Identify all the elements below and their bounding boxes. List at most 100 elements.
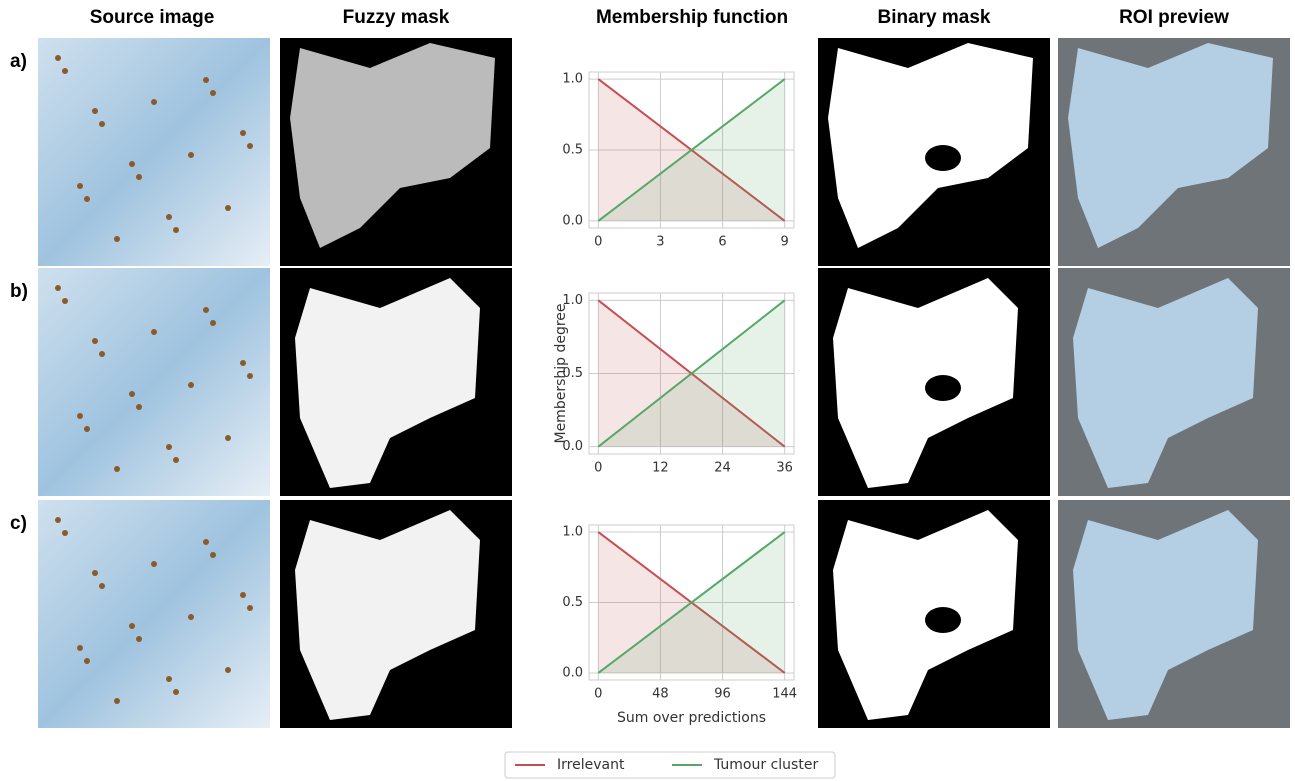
nucleus <box>114 466 120 472</box>
x-tick-label: 48 <box>652 687 669 702</box>
nucleus <box>62 530 68 536</box>
line <box>597 531 786 674</box>
chart: 0.0 0.5 1.0 0 12 24 36 Membership degree <box>553 292 795 476</box>
nucleus <box>84 196 90 202</box>
nucleus <box>173 227 179 233</box>
nucleus <box>225 667 231 673</box>
nucleus <box>247 373 253 379</box>
x-tick-label: 6 <box>718 235 726 250</box>
source-image <box>38 268 270 496</box>
column-title: ROI preview <box>1119 7 1229 28</box>
nucleus <box>203 307 209 313</box>
line <box>597 78 786 222</box>
row-label: a) <box>10 51 27 72</box>
x-tick-label: 0 <box>594 687 602 702</box>
nucleus <box>225 205 231 211</box>
y-tick-label: 0.0 <box>562 665 583 680</box>
x-tick-label: 9 <box>781 235 789 250</box>
source-image <box>38 38 270 266</box>
x-axis-label: Sum over predictions <box>617 710 766 726</box>
nucleus <box>55 285 61 291</box>
nucleus <box>62 68 68 74</box>
nucleus <box>151 561 157 567</box>
nucleus <box>114 236 120 242</box>
nucleus <box>84 426 90 432</box>
x-tick-label: 12 <box>652 461 669 476</box>
mask-hole <box>925 145 961 171</box>
nucleus <box>129 623 135 629</box>
x-tick-label: 3 <box>656 235 664 250</box>
nucleus <box>129 391 135 397</box>
chart: 0.0 0.5 1.0 0 48 96 144 Sum over predictions <box>562 524 797 726</box>
y-tick-label: 0.5 <box>562 143 583 158</box>
y-tick-label: 1.0 <box>562 525 583 540</box>
nucleus <box>247 605 253 611</box>
nucleus <box>99 121 105 127</box>
y-tick-label: 0.0 <box>562 213 583 228</box>
x-tick-label: 144 <box>772 687 797 702</box>
y-tick-label: 1.0 <box>562 293 583 308</box>
nucleus <box>240 130 246 136</box>
nucleus <box>173 689 179 695</box>
x-tick-label: 36 <box>776 461 793 476</box>
nucleus <box>55 517 61 523</box>
x-tick-label: 24 <box>714 461 731 476</box>
nucleus <box>92 338 98 344</box>
x-tick-label: 96 <box>714 687 731 702</box>
line <box>597 299 786 448</box>
column-title: Binary mask <box>877 7 990 28</box>
plot-frame <box>588 71 795 229</box>
nucleus <box>203 77 209 83</box>
nucleus <box>166 676 172 682</box>
charts: 0.00.51.00 3 6 90.00.51.00 12 24 36Membership … <box>553 71 797 726</box>
y-tick-label: 1.0 <box>562 72 583 87</box>
mask-hole <box>925 375 961 401</box>
y-tick-label: 0.5 <box>562 366 583 381</box>
nucleus <box>136 636 142 642</box>
column-title: Membership function <box>596 7 788 28</box>
source-image <box>38 500 270 728</box>
nucleus <box>129 161 135 167</box>
plot-frame <box>588 292 795 455</box>
nucleus <box>173 457 179 463</box>
nucleus <box>114 698 120 704</box>
nucleus <box>188 382 194 388</box>
nucleus <box>210 90 216 96</box>
nucleus <box>240 360 246 366</box>
column-title: Source image <box>90 7 215 28</box>
y-tick-label: 0.5 <box>562 595 583 610</box>
nucleus <box>210 552 216 558</box>
nucleus <box>84 658 90 664</box>
legend: Irrelevant Tumour cluster <box>504 751 836 779</box>
column-title: Fuzzy mask <box>343 7 450 28</box>
nucleus <box>77 645 83 651</box>
nucleus <box>136 404 142 410</box>
legend-label: Tumour cluster <box>713 757 818 773</box>
nucleus <box>188 614 194 620</box>
nucleus <box>225 435 231 441</box>
plot-frame <box>588 524 795 681</box>
nucleus <box>166 444 172 450</box>
nucleus <box>92 570 98 576</box>
y-axis-label: Membership degree <box>553 303 569 443</box>
nucleus <box>151 99 157 105</box>
nucleus <box>247 143 253 149</box>
image-panels <box>38 38 1290 728</box>
nucleus <box>240 592 246 598</box>
chart: 0.0 0.5 1.0 0 3 6 9 <box>562 71 795 250</box>
nucleus <box>166 214 172 220</box>
x-tick-label: 0 <box>594 461 602 476</box>
x-tick-label: 0 <box>594 235 602 250</box>
nucleus <box>62 298 68 304</box>
legend-label: Irrelevant <box>557 757 625 773</box>
y-tick-label: 0.0 <box>562 439 583 454</box>
mask-hole <box>925 607 961 633</box>
nucleus <box>188 152 194 158</box>
row-label: c) <box>10 513 27 534</box>
nucleus <box>99 351 105 357</box>
nucleus <box>55 55 61 61</box>
row-label: b) <box>10 281 28 302</box>
nucleus <box>92 108 98 114</box>
legend-box <box>504 751 836 779</box>
nucleus <box>77 413 83 419</box>
